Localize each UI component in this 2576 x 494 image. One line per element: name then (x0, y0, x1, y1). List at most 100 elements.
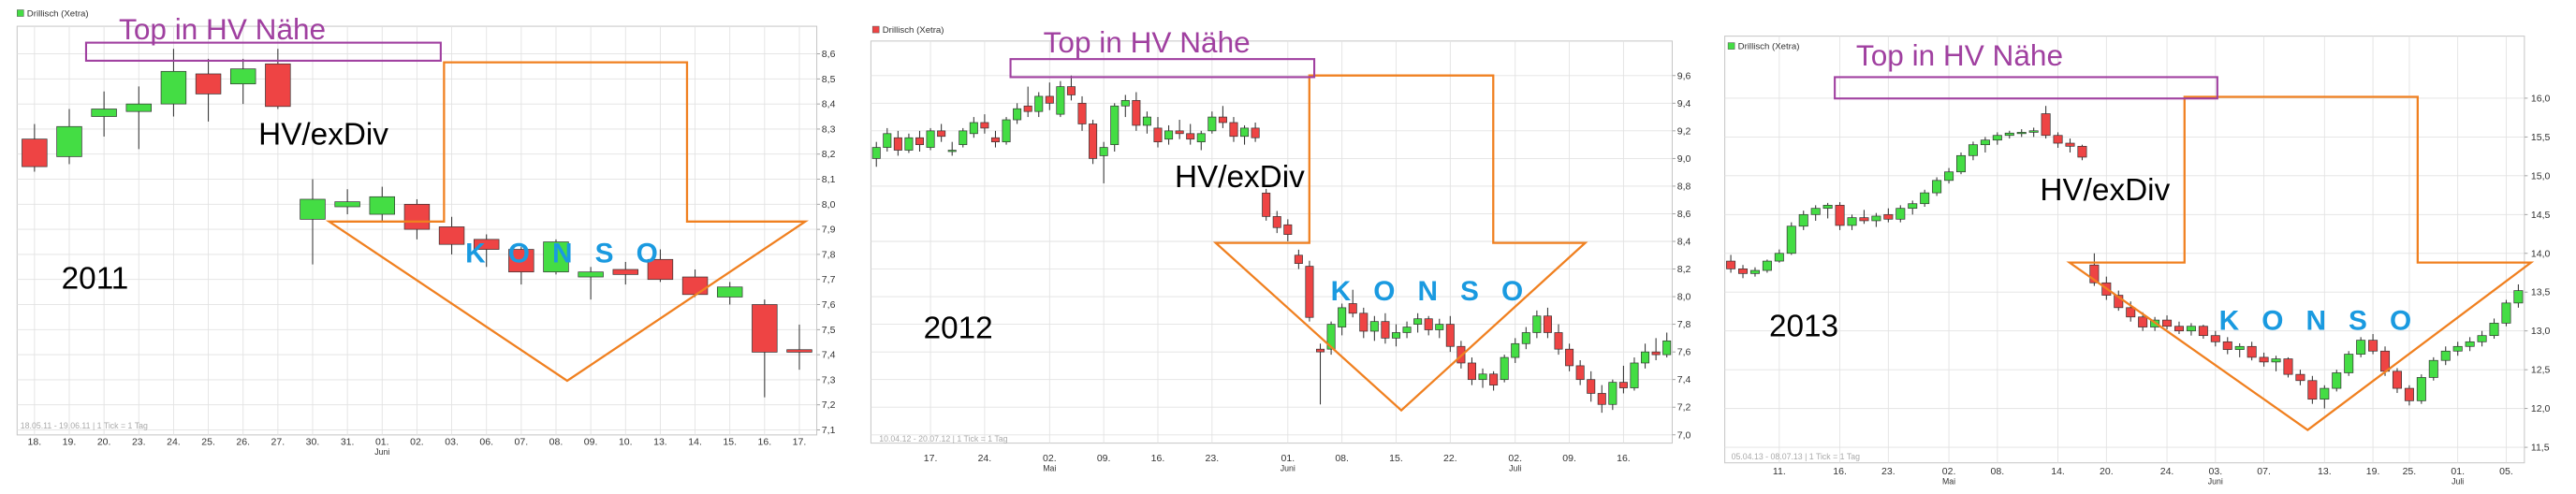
x-tick-label: 25. (201, 436, 215, 447)
legend-swatch (17, 9, 24, 17)
x-tick-label: 15. (1389, 453, 1403, 464)
y-tick-label: 8,1 (822, 174, 836, 185)
candle-body (1543, 315, 1552, 333)
candle-body (1651, 351, 1661, 356)
x-tick-label: 30. (306, 436, 320, 447)
x-tick-label: 01. (1281, 453, 1295, 464)
y-tick-label: 8,6 (1677, 209, 1691, 220)
candle-body (1786, 225, 1796, 254)
candle-body (926, 130, 935, 148)
candle-body (1908, 203, 1918, 210)
candle-body (1511, 342, 1520, 358)
x-month-label: Juli (2452, 476, 2464, 486)
candle-body (369, 196, 396, 215)
candle-body (1798, 213, 1808, 227)
x-tick-label: 07. (515, 436, 529, 447)
candle-body (1847, 217, 1857, 226)
candle-body (2259, 356, 2269, 363)
x-month-label: Mai (1942, 476, 1955, 486)
annotation-year: 2013 (1769, 310, 1838, 344)
candle-body (1608, 382, 1617, 405)
candle-body (2028, 130, 2039, 133)
y-tick-label: 14,0 (2531, 248, 2551, 259)
candle-body (2501, 302, 2511, 324)
y-tick-label: 8,3 (822, 124, 836, 135)
candle-body (438, 226, 465, 245)
candle-body (1294, 254, 1303, 264)
annotation-konso: K O N S O (465, 239, 658, 269)
candle-body (2320, 387, 2330, 400)
candle-body (125, 103, 153, 112)
candle-body (2138, 316, 2148, 327)
candle-body (915, 137, 925, 145)
y-tick-label: 7,0 (1677, 429, 1691, 441)
candle-body (300, 198, 326, 220)
chart-panel: 11,5 12,0 12,5 13,0 13,5 14,0 14,5 15,0 15,5 16,0… (1724, 36, 2551, 486)
candle-body (1955, 154, 1967, 173)
candle-body (1810, 208, 1821, 215)
candle-body (2065, 142, 2075, 147)
candle-body (403, 203, 431, 230)
candle-body (22, 138, 48, 167)
candle-body (1305, 266, 1314, 318)
candle-body (1413, 318, 1423, 325)
x-tick-label: 31. (341, 436, 355, 447)
candle-body (2307, 380, 2318, 400)
candle-body (980, 122, 989, 129)
candle-body (2053, 135, 2063, 144)
y-tick-label: 7,8 (1677, 319, 1691, 330)
candle-body (2271, 358, 2281, 363)
x-tick-label: 09. (584, 436, 598, 447)
candle-body (1532, 315, 1542, 333)
x-tick-label: 14. (2051, 466, 2065, 477)
y-tick-label: 7,1 (822, 425, 836, 436)
plot-area (1724, 36, 2525, 464)
candle-body (1883, 213, 1894, 220)
x-tick-label: 16. (1617, 453, 1631, 464)
x-tick-label: 03. (2209, 466, 2223, 477)
y-tick-label: 13,0 (2531, 326, 2551, 337)
candle-body (1618, 382, 1628, 388)
x-tick-label: 02. (1043, 453, 1057, 464)
candle-body (2174, 326, 2184, 332)
y-tick-label: 7,4 (822, 350, 836, 361)
x-tick-label: 08. (1335, 453, 1349, 464)
candle-body (1489, 373, 1499, 385)
candle-body (1726, 260, 1736, 269)
candle-body (1980, 139, 1990, 146)
x-month-label: Mai (1043, 463, 1056, 472)
annotation-hv: HV/exDiv (258, 117, 388, 152)
x-tick-label: 11. (1773, 466, 1786, 477)
y-tick-label: 7,9 (822, 225, 836, 236)
annotation-konso: K O N S O (1331, 276, 1524, 307)
y-tick-label: 15,0 (2531, 170, 2551, 182)
candle-body (1099, 147, 1108, 156)
candle-body (1944, 171, 1954, 182)
x-tick-label: 22. (1443, 453, 1457, 464)
candle-body (2186, 326, 2196, 332)
candle-body (1597, 393, 1606, 405)
candle-body (716, 286, 743, 298)
candle-body (2041, 113, 2051, 137)
candle-body (1229, 122, 1238, 138)
candle-body (1895, 208, 1906, 220)
x-tick-label: 02. (1508, 453, 1522, 464)
candle-body (56, 125, 82, 157)
y-tick-label: 12,5 (2531, 365, 2551, 376)
candle-body (1738, 269, 1749, 274)
x-tick-label: 15. (723, 436, 737, 447)
candle-body (1002, 119, 1011, 143)
candle-body (883, 133, 892, 148)
candle-body (1749, 269, 1760, 274)
candle-body (2392, 370, 2402, 389)
candle-body (1662, 340, 1672, 356)
x-tick-label: 01. (375, 436, 389, 447)
candle-body (786, 349, 812, 353)
y-tick-label: 12,0 (2531, 403, 2551, 414)
candle-body (543, 241, 569, 273)
candle-body (1120, 100, 1130, 107)
candle-body (904, 137, 914, 151)
x-tick-label: 19. (2366, 466, 2380, 477)
y-tick-label: 13,5 (2531, 287, 2551, 298)
